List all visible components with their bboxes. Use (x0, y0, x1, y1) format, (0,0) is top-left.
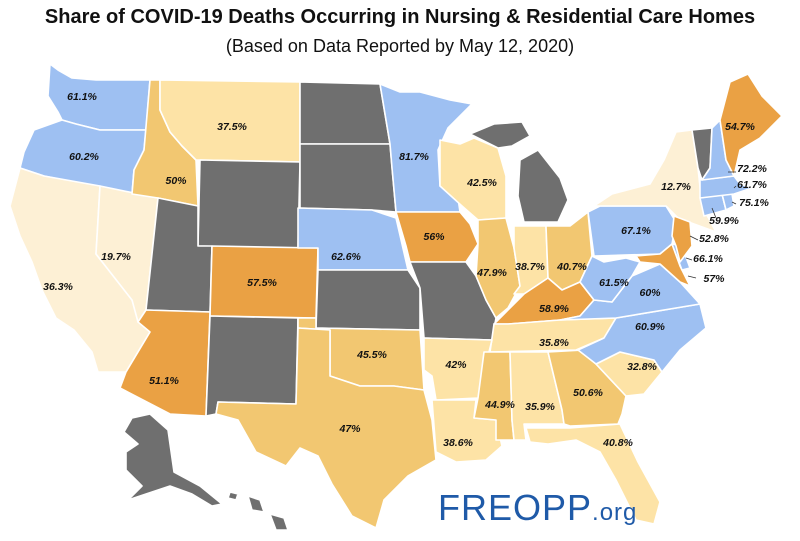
state-sd (299, 143, 397, 213)
state-mn (379, 83, 473, 213)
state-hi (227, 491, 289, 531)
label-ga: 50.6% (573, 387, 603, 399)
label-de: 66.1% (693, 253, 723, 265)
label-ca: 36.3% (43, 281, 73, 293)
label-ok: 45.5% (356, 349, 387, 361)
label-va: 60% (639, 287, 661, 299)
label-tn: 35.8% (539, 337, 569, 349)
logo-suffix: .org (592, 499, 638, 526)
label-leader-lines (685, 171, 737, 279)
label-la: 38.6% (443, 437, 473, 449)
state-ar (423, 337, 493, 401)
label-wa: 61.1% (67, 91, 97, 103)
label-ky: 58.9% (539, 303, 569, 315)
label-nh: 72.2% (737, 163, 767, 175)
label-md: 57% (703, 273, 725, 285)
label-ri: 75.1% (739, 197, 769, 209)
label-ar: 42% (444, 359, 467, 371)
label-mn: 81.7% (399, 151, 429, 163)
label-co: 57.5% (247, 277, 277, 289)
label-az: 51.1% (149, 375, 179, 387)
map-title: Share of COVID-19 Deaths Occurring in Nu… (44, 6, 756, 28)
state-il (475, 217, 521, 319)
state-md (635, 243, 691, 287)
state-tx (215, 327, 437, 529)
state-wy (197, 159, 301, 249)
state-mi (469, 121, 531, 149)
state-nc (577, 303, 707, 373)
state-nd (299, 81, 391, 145)
state-ak (123, 413, 223, 507)
state-fl (525, 423, 661, 525)
state-me (719, 73, 783, 177)
label-in: 38.7% (515, 261, 545, 273)
label-nc: 60.9% (635, 321, 665, 333)
state-nm (205, 315, 299, 417)
label-mt: 37.5% (217, 121, 247, 133)
label-id: 50% (165, 175, 187, 187)
label-il: 47.9% (476, 267, 507, 279)
label-nj: 52.8% (699, 233, 729, 245)
state-ia (395, 211, 479, 263)
label-al: 35.9% (525, 401, 555, 413)
logo-text: FREOPP (438, 487, 593, 528)
label-nv: 19.7% (101, 251, 131, 263)
freopp-logo: FREOPP.org (438, 487, 637, 529)
label-ct: 59.9% (709, 215, 739, 227)
label-fl: 40.8% (602, 437, 633, 449)
state-nj (671, 215, 693, 263)
state-mi-lower (517, 149, 569, 223)
label-tx: 47% (338, 423, 361, 435)
state-wi (439, 137, 507, 221)
label-ny: 12.7% (661, 181, 691, 193)
map-subtitle: (Based on Data Reported by May 12, 2020) (225, 36, 575, 56)
label-ia: 56% (423, 231, 445, 243)
label-pa: 67.1% (621, 225, 651, 237)
label-or: 60.2% (69, 151, 99, 163)
label-ma: 61.7% (737, 179, 767, 191)
label-sc: 32.8% (627, 361, 657, 373)
label-ms: 44.9% (484, 399, 515, 411)
label-me: 54.7% (725, 121, 755, 133)
label-wi: 42.5% (466, 177, 497, 189)
state-ks (315, 269, 421, 331)
label-oh: 40.7% (556, 261, 587, 273)
label-wv: 61.5% (599, 277, 629, 289)
state-la (431, 399, 503, 463)
label-ne: 62.6% (331, 251, 361, 263)
